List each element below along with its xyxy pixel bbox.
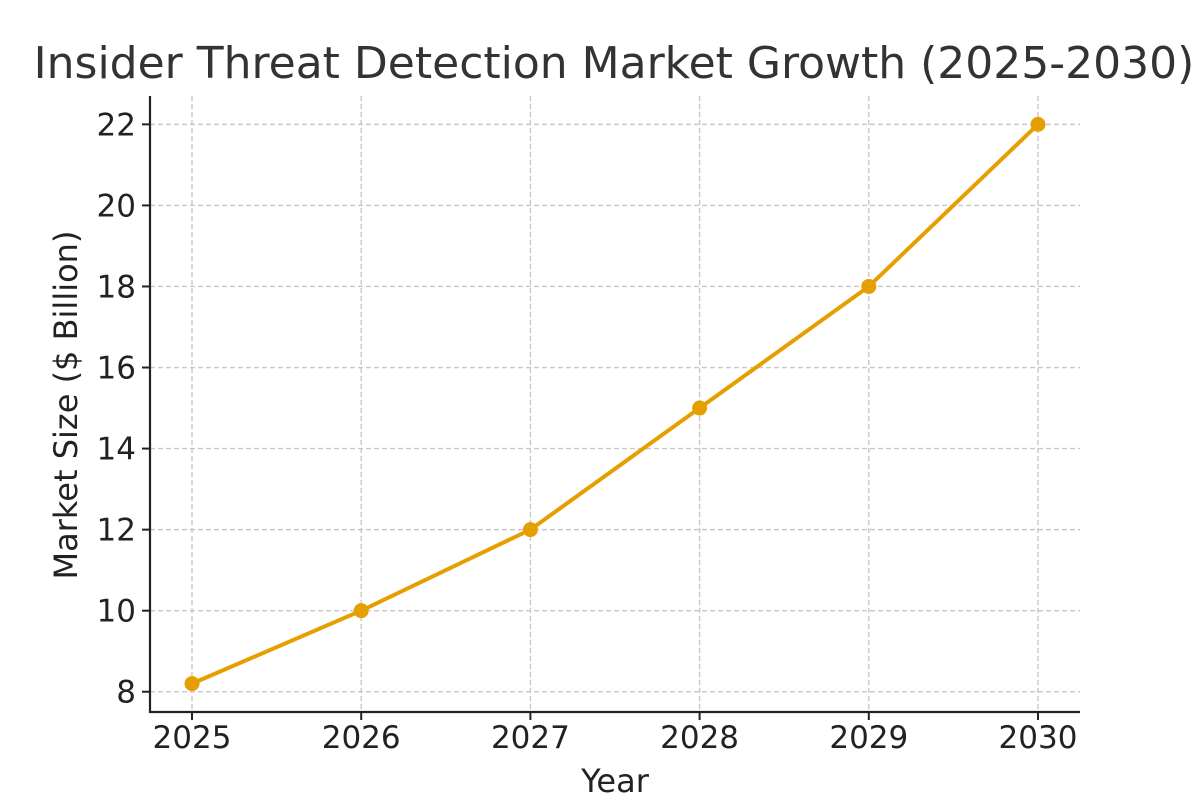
series bbox=[184, 116, 1046, 692]
y-tick-label: 20 bbox=[97, 188, 136, 224]
grid bbox=[150, 96, 1080, 712]
series-line bbox=[190, 122, 1040, 686]
x-tick-label: 2027 bbox=[491, 720, 570, 756]
data-point bbox=[522, 522, 538, 538]
y-tick-label: 14 bbox=[97, 432, 136, 468]
data-point bbox=[353, 603, 369, 619]
y-tick-label: 22 bbox=[97, 107, 136, 143]
data-point bbox=[692, 400, 708, 416]
y-tick-label: 18 bbox=[97, 269, 136, 305]
x-tick-label: 2026 bbox=[322, 720, 401, 756]
data-point bbox=[184, 676, 200, 692]
chart-title: Insider Threat Detection Market Growth (… bbox=[34, 38, 1195, 89]
y-tick-label: 8 bbox=[116, 675, 136, 711]
x-axis-label: Year bbox=[580, 762, 650, 800]
x-tick-label: 2025 bbox=[153, 720, 232, 756]
y-axis-label: Market Size ($ Billion) bbox=[47, 231, 85, 580]
data-point bbox=[1030, 116, 1046, 132]
y-tick-label: 16 bbox=[97, 351, 136, 387]
x-tick-label: 2030 bbox=[999, 720, 1078, 756]
x-tick-label: 2028 bbox=[660, 720, 739, 756]
ticks: 2025 2026 2027 2028 2029 2030 8 10 12 14 16 18 20 22 bbox=[97, 107, 1078, 756]
axes bbox=[148, 96, 1080, 714]
y-tick-label: 10 bbox=[97, 594, 136, 630]
x-tick-label: 2029 bbox=[829, 720, 908, 756]
y-tick-label: 12 bbox=[97, 513, 136, 549]
data-point bbox=[861, 278, 877, 294]
